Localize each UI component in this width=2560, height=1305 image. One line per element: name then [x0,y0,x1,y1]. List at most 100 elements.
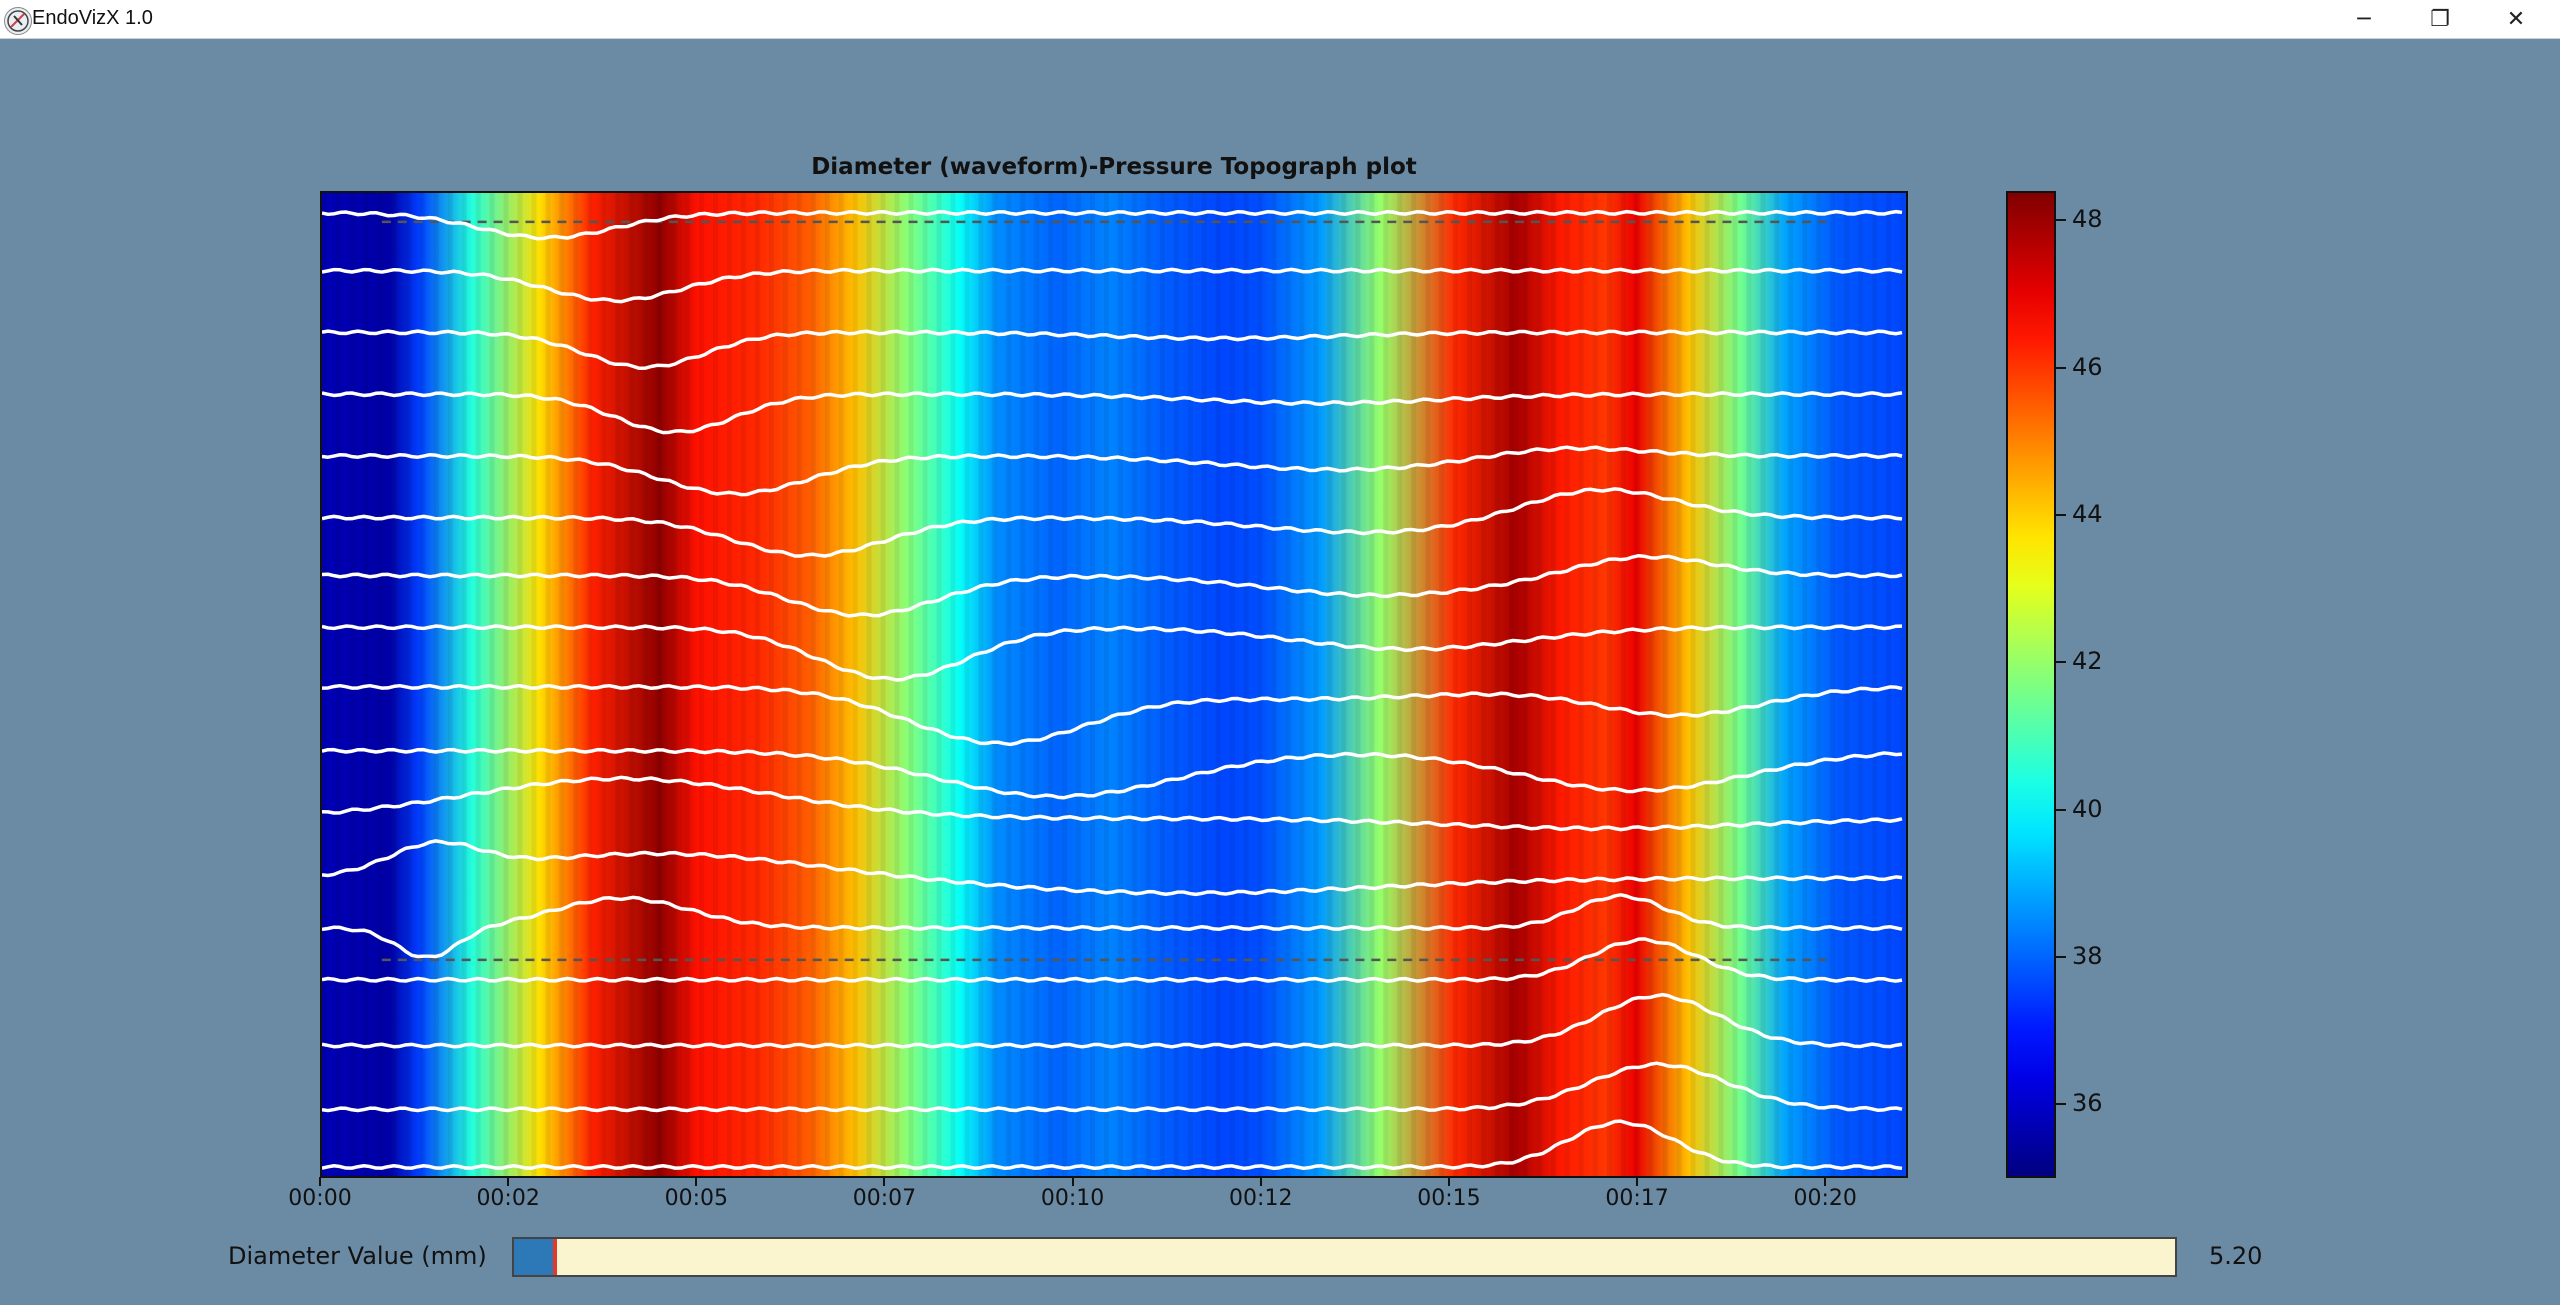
heatmap-stripe [1341,193,1347,1176]
heatmap-stripe [1369,193,1375,1176]
heatmap-stripe [1648,193,1654,1176]
x-tick-mark [1071,1177,1074,1186]
x-tick-label: 00:15 [1417,1186,1481,1211]
heatmap-stripe [1606,193,1612,1176]
x-tick-mark [1824,1177,1827,1186]
heatmap-stripe [629,193,635,1176]
heatmap-stripe [950,193,956,1176]
heatmap-stripe [1578,193,1584,1176]
heatmap-stripe [1229,193,1235,1176]
heatmap-stripe [1271,193,1277,1176]
heatmap-stripe [349,193,355,1176]
heatmap-stripe [1201,193,1207,1176]
topograph-plot[interactable] [320,191,1908,1178]
heatmap-stripe [1774,193,1780,1176]
colorbar-tick-label: 48 [2072,205,2103,234]
heatmap-stripe [1383,193,1389,1176]
heatmap-stripe [1048,193,1054,1176]
heatmap-stripe [419,193,425,1176]
x-tick-mark [1447,1177,1450,1186]
waveform-line-12 [322,839,1903,897]
heatmap-stripe [824,193,830,1176]
diameter-slider[interactable] [512,1237,2177,1277]
heatmap-stripe [1439,193,1445,1176]
heatmap-stripe [1285,193,1291,1176]
heatmap-stripe [1104,193,1110,1176]
minimize-button[interactable]: ─ [2357,6,2371,32]
colorbar-tick-mark [2056,956,2066,959]
heatmap-stripe [1760,193,1766,1176]
heatmap-stripe [671,193,677,1176]
close-button[interactable]: ✕ [2506,6,2526,32]
heatmap-stripe [838,193,844,1176]
waveform-line-6 [322,487,1903,558]
heatmap-stripe [936,193,942,1176]
waveform-line-1 [322,209,1903,241]
waveform-line-3 [322,329,1903,371]
heatmap-stripe [740,193,746,1176]
heatmap-stripe [1592,193,1598,1176]
diameter-slider-handle[interactable] [553,1239,557,1275]
heatmap-stripe [713,193,718,1176]
heatmap-stripe [1243,193,1249,1176]
x-tick-label: 00:00 [288,1186,352,1211]
heatmap-stripe [657,193,663,1176]
heatmap-stripe [922,193,928,1176]
heatmap-stripe [894,193,900,1176]
diameter-value-label: Diameter Value (mm) [228,1242,487,1270]
heatmap-stripe [1006,193,1012,1176]
heatmap-stripe [1844,193,1850,1176]
colorbar-tick-label: 44 [2072,500,2103,529]
heatmap-stripe [1802,193,1808,1176]
heatmap-stripe [726,193,732,1176]
waveform-line-14 [322,937,1903,983]
colorbar [2006,191,2056,1178]
heatmap-stripe [1536,193,1542,1176]
x-tick-label: 00:02 [476,1186,540,1211]
waveform-line-2 [322,267,1903,304]
heatmap-stripe [1732,193,1738,1176]
waveform-line-17 [322,1119,1903,1171]
colorbar-tick-mark [2056,661,2066,664]
heatmap-stripe [1830,193,1836,1176]
heatmap-stripe [1313,193,1319,1176]
heatmap-stripe [1886,193,1892,1176]
colorbar-tick-label: 42 [2072,647,2103,676]
x-tick-label: 00:20 [1793,1186,1857,1211]
heatmap-stripe [852,193,858,1176]
heatmap-stripe [796,193,802,1176]
heatmap-stripe [1467,193,1473,1176]
heatmap-stripe [1816,193,1822,1176]
waveform-line-15 [322,992,1903,1049]
heatmap-stripe [810,193,816,1176]
heatmap-stripe [978,193,984,1176]
waveform-line-8 [322,624,1903,682]
heatmap-stripe [1299,193,1305,1176]
heatmap-stripe [1634,193,1640,1176]
heatmap-stripe [643,193,649,1176]
heatmap-stripe [1076,193,1082,1176]
heatmap-stripe [461,193,467,1176]
heatmap-stripe [1215,193,1221,1176]
waveform-line-4 [322,391,1903,435]
x-tick-mark [1259,1177,1262,1186]
heatmap-stripe [1746,193,1752,1176]
heatmap-stripe [1355,193,1361,1176]
heatmap-stripe [1173,193,1179,1176]
waveform-line-9 [322,683,1903,747]
maximize-button[interactable]: ❐ [2430,6,2450,32]
heatmap-stripe [964,193,970,1176]
heatmap-stripe [768,193,774,1176]
heatmap-stripe [992,193,998,1176]
heatmap-stripe [1858,193,1864,1176]
heatmap-stripe [1509,193,1514,1176]
heatmap-stripe [782,193,788,1176]
heatmap-stripe [1453,193,1459,1176]
heatmap-stripe [1788,193,1794,1176]
x-tick-label: 00:05 [664,1186,728,1211]
waveform-line-11 [322,775,1903,832]
heatmap-stripe [1062,193,1068,1176]
heatmap-stripe [699,193,705,1176]
heatmap-stripe [1718,193,1724,1176]
diameter-slider-fill [514,1239,553,1275]
